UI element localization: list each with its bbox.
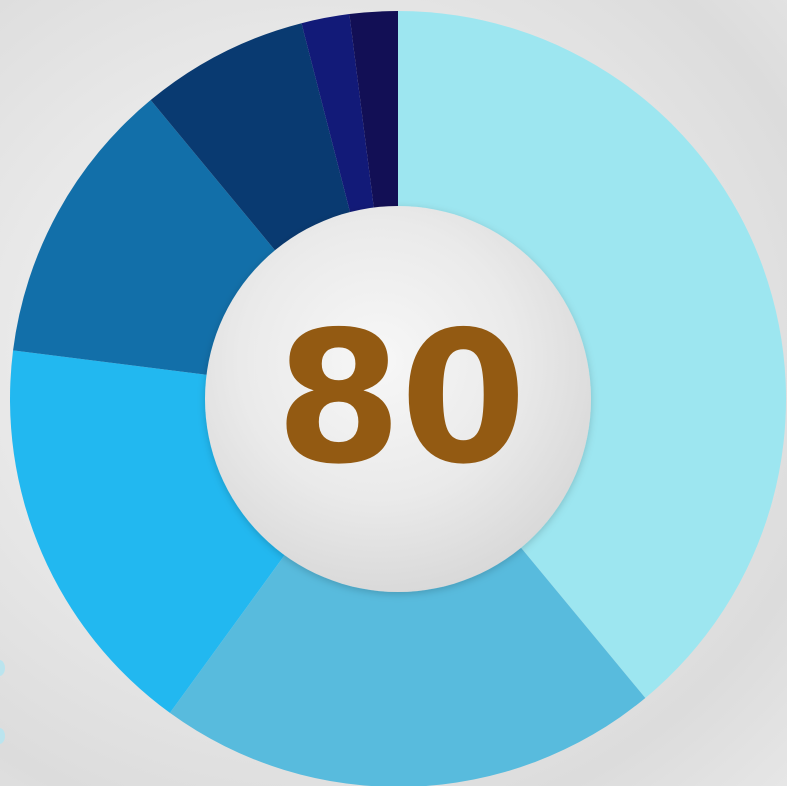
center-value-label: 80	[275, 291, 526, 504]
donut-slice	[169, 399, 646, 786]
edge-decoration-dot	[0, 728, 5, 744]
edge-decoration-dot	[0, 660, 5, 676]
donut-hole	[205, 206, 591, 592]
donut-slice	[398, 11, 786, 698]
